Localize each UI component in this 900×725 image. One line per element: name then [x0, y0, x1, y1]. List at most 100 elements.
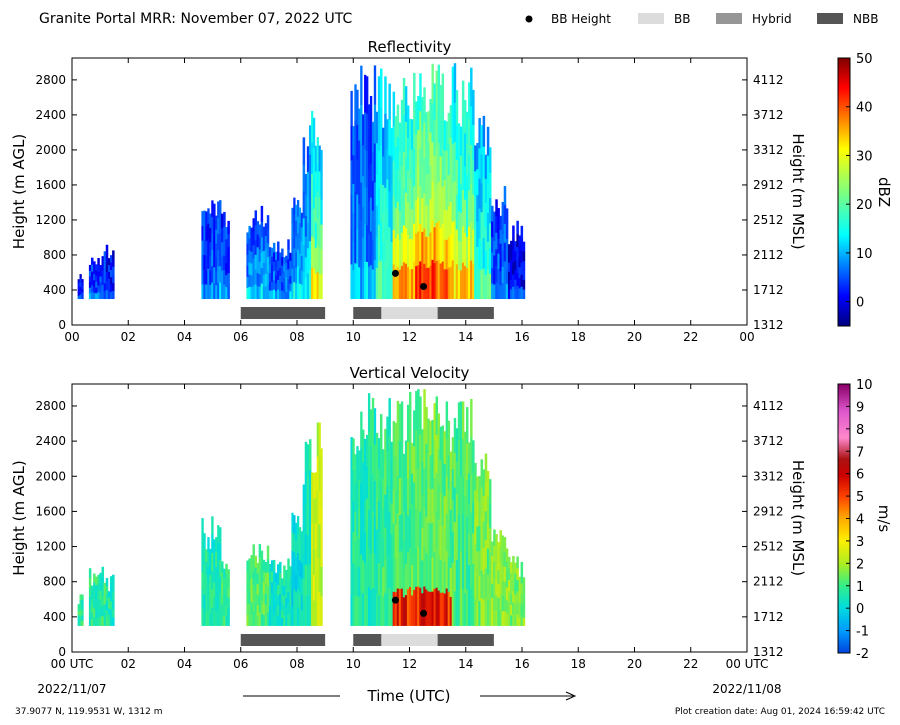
- echo-cell: [404, 192, 408, 229]
- echo-cell: [304, 472, 308, 504]
- y-axis-label: Height (m AGL): [10, 134, 28, 249]
- echo-cell: [470, 550, 473, 589]
- echo-cell: [221, 593, 224, 605]
- echo-cell: [375, 174, 379, 206]
- echo-cell: [109, 600, 113, 610]
- echo-cell: [476, 220, 479, 248]
- echo-cell: [369, 589, 373, 626]
- echo-cell: [281, 578, 284, 587]
- echo-cell: [203, 610, 206, 626]
- echo-cell: [398, 151, 402, 182]
- echo-cell: [398, 269, 402, 300]
- echo-cell: [402, 597, 406, 626]
- echo-cell: [283, 271, 286, 279]
- y2-tick-label: 2112: [753, 575, 784, 589]
- echo-cell: [293, 281, 296, 300]
- echo-cell: [207, 537, 210, 553]
- echo-cell: [499, 215, 503, 230]
- echo-cell: [107, 596, 111, 603]
- echo-cell: [246, 254, 249, 266]
- echo-cell: [95, 293, 98, 300]
- echo-cell: [360, 65, 363, 105]
- echo-cell: [449, 480, 453, 510]
- echo-cell: [507, 568, 511, 581]
- echo-cell: [495, 564, 498, 581]
- echo-cell: [260, 575, 264, 589]
- echo-cell: [258, 571, 262, 586]
- echo-cell: [88, 287, 92, 294]
- echo-cell: [386, 179, 389, 210]
- echo-cell: [279, 604, 282, 616]
- echo-cell: [514, 583, 517, 595]
- echo-cell: [306, 273, 310, 300]
- echo-cell: [262, 250, 266, 263]
- echo-cell: [491, 267, 494, 284]
- echo-cell: [246, 560, 249, 572]
- echo-cell: [516, 285, 519, 300]
- echo-cell: [377, 531, 381, 564]
- x-tick-label: 02: [121, 657, 136, 671]
- echo-cell: [316, 490, 319, 525]
- echo-cell: [514, 562, 517, 574]
- echo-cell: [90, 585, 94, 593]
- echo-cell: [404, 471, 408, 503]
- echo-cell: [441, 186, 445, 224]
- echo-cell: [366, 261, 369, 300]
- echo-cell: [514, 289, 517, 300]
- echo-cell: [304, 441, 308, 473]
- echo-cell: [366, 498, 369, 531]
- echo-cell: [431, 419, 434, 455]
- echo-cell: [507, 614, 511, 626]
- echo-cell: [392, 489, 396, 524]
- echo-cell: [219, 200, 222, 217]
- echo-cell: [501, 218, 505, 235]
- echo-cell: [300, 284, 304, 300]
- echo-cell: [398, 210, 402, 241]
- echo-cell: [423, 467, 426, 508]
- echo-cell: [366, 76, 369, 114]
- echo-cell: [112, 574, 115, 584]
- echo-cell: [423, 157, 426, 194]
- echo-cell: [505, 548, 509, 562]
- echo-cell: [486, 126, 490, 156]
- echo-cell: [105, 609, 109, 618]
- echo-cell: [287, 603, 290, 615]
- echo-cell: [497, 542, 500, 557]
- echo-cell: [314, 600, 318, 626]
- echo-cell: [352, 438, 355, 470]
- echo-cell: [320, 448, 323, 479]
- echo-cell: [423, 263, 426, 300]
- echo-cell: [93, 599, 96, 609]
- echo-cell: [461, 438, 465, 477]
- echo-cell: [411, 238, 414, 270]
- echo-cell: [499, 229, 503, 244]
- echo-cell: [493, 255, 496, 270]
- echo-cell: [95, 584, 98, 594]
- echo-cell: [451, 562, 455, 595]
- echo-cell: [221, 270, 224, 285]
- echo-cell: [388, 587, 391, 626]
- echo-cell: [495, 282, 498, 300]
- echo-cell: [439, 227, 443, 264]
- echo-cell: [379, 414, 383, 450]
- echo-cell: [516, 246, 519, 261]
- echo-cell: [306, 222, 310, 249]
- echo-cell: [497, 283, 500, 300]
- echo-cell: [354, 84, 357, 121]
- echo-cell: [350, 229, 353, 265]
- echo-cell: [377, 594, 381, 626]
- echo-cell: [293, 214, 296, 232]
- echo-cell: [364, 470, 367, 502]
- echo-cell: [512, 579, 515, 592]
- echo-cell: [463, 496, 467, 529]
- echo-cell: [453, 141, 457, 182]
- echo-cell: [364, 186, 367, 225]
- echo-cell: [272, 581, 276, 594]
- echo-cell: [318, 557, 321, 593]
- echo-cell: [364, 563, 367, 595]
- echo-cell: [252, 612, 255, 626]
- echo-cell: [484, 482, 488, 512]
- echo-cell: [112, 600, 115, 609]
- echo-cell: [461, 189, 465, 227]
- echo-cell: [201, 536, 204, 555]
